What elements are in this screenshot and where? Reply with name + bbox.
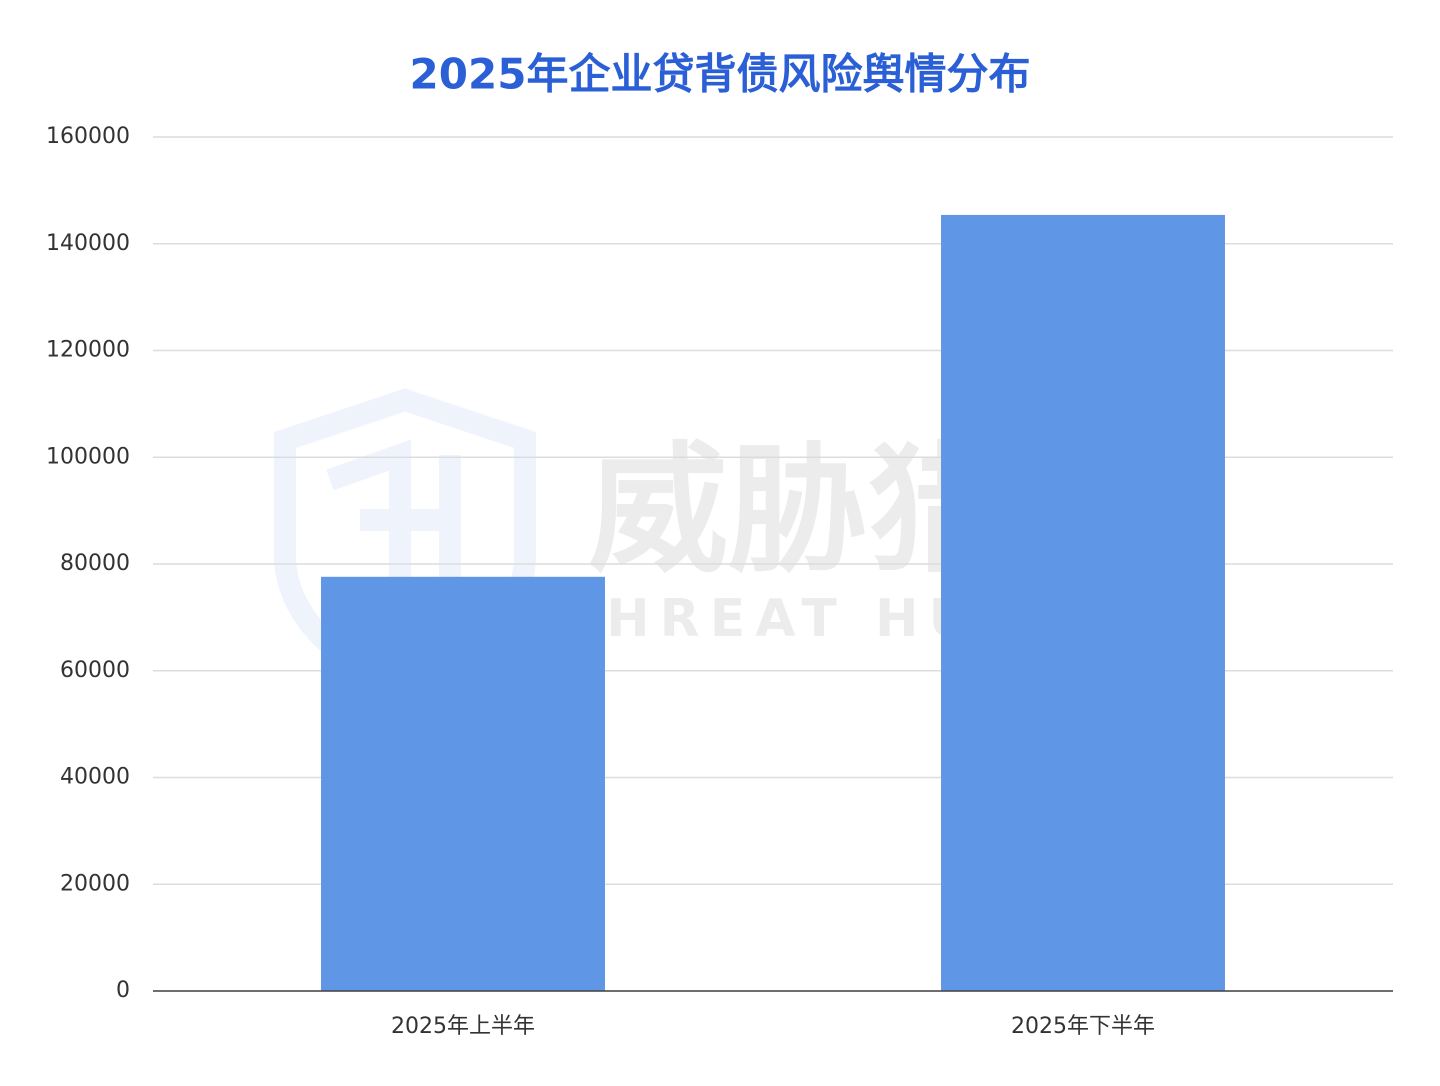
y-tick-label: 0 [116,978,130,1003]
bar [321,576,605,991]
y-tick-label: 100000 [46,444,130,469]
y-tick-label: 40000 [60,765,130,790]
x-tick-label: 2025年下半年 [1011,1014,1155,1039]
y-tick-label: 140000 [46,231,130,256]
y-tick-label: 60000 [60,658,130,683]
y-tick-label: 160000 [46,124,130,149]
x-tick-label: 2025年上半年 [391,1014,535,1039]
y-tick-label: 80000 [60,551,130,576]
y-tick-label: 120000 [46,338,130,363]
chart-title: 2025年企业贷背债风险舆情分布 [410,50,1031,99]
bar [941,214,1225,992]
y-tick-label: 20000 [60,871,130,896]
